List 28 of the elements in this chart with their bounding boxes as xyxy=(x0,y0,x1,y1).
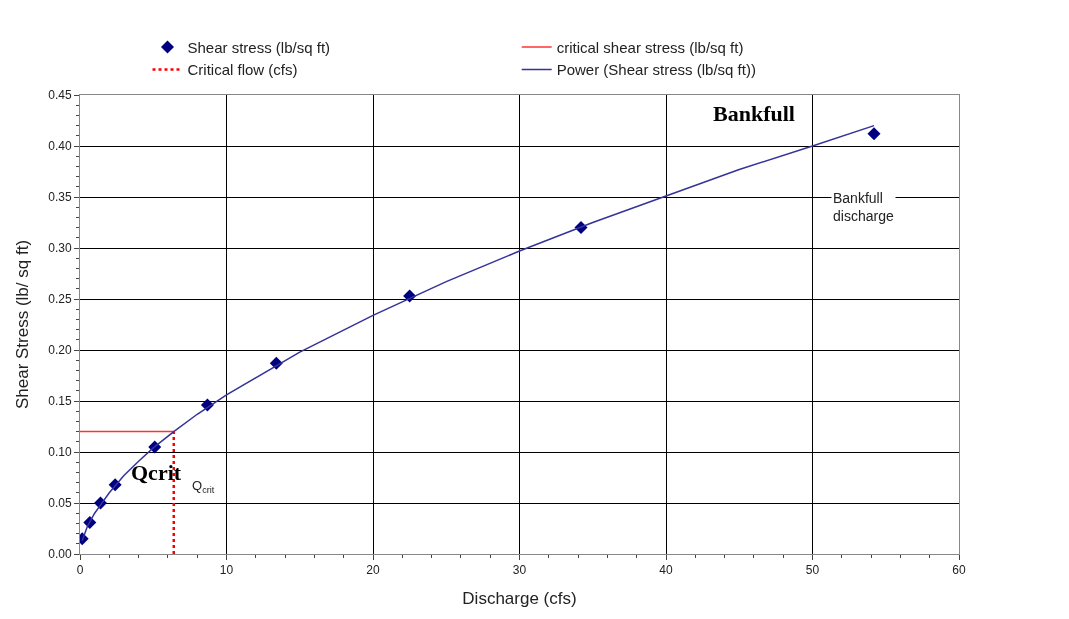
x-tick-label: 30 xyxy=(512,563,527,578)
annotation: Q$_{crit}$ xyxy=(192,478,215,495)
x-tick-label: 40 xyxy=(659,563,673,578)
y-tick-label: 0.00 xyxy=(48,547,72,562)
x-tick-label: 20 xyxy=(366,563,380,578)
x-tick-label: 50 xyxy=(805,563,820,578)
annotation: Bankfull xyxy=(713,101,795,126)
point xyxy=(867,127,881,141)
y-tick-label: 0.35 xyxy=(48,190,72,205)
y-tick-label: 0.05 xyxy=(48,496,72,511)
legend-label: Shear stress (lb/sq ft) xyxy=(187,38,331,56)
x-axis-title: Discharge (cfs) xyxy=(462,588,577,608)
y-tick-label: 0.40 xyxy=(48,139,72,154)
y-tick-label: 0.45 xyxy=(48,88,72,103)
x-tick-label: 10 xyxy=(219,563,234,578)
annotation: Qcrit xyxy=(131,460,182,485)
y-axis-title: Shear Stress (lb/ sq ft) xyxy=(12,239,32,410)
x-tick-label: 0 xyxy=(76,563,84,578)
annotation: Bankfull discharge xyxy=(833,190,894,225)
legend-label: Critical flow (cfs) xyxy=(187,61,298,79)
y-tick-label: 0.20 xyxy=(48,343,72,358)
y-tick-label: 0.30 xyxy=(48,241,72,256)
x-tick-label: 60 xyxy=(952,563,966,578)
y-tick-label: 0.25 xyxy=(48,292,72,307)
legend-label: Power (Shear stress (lb/sq ft)) xyxy=(556,61,756,79)
y-tick-label: 0.10 xyxy=(48,445,72,460)
y-tick-label: 0.15 xyxy=(48,394,72,409)
legend-label: critical shear stress (lb/sq ft) xyxy=(556,38,744,56)
